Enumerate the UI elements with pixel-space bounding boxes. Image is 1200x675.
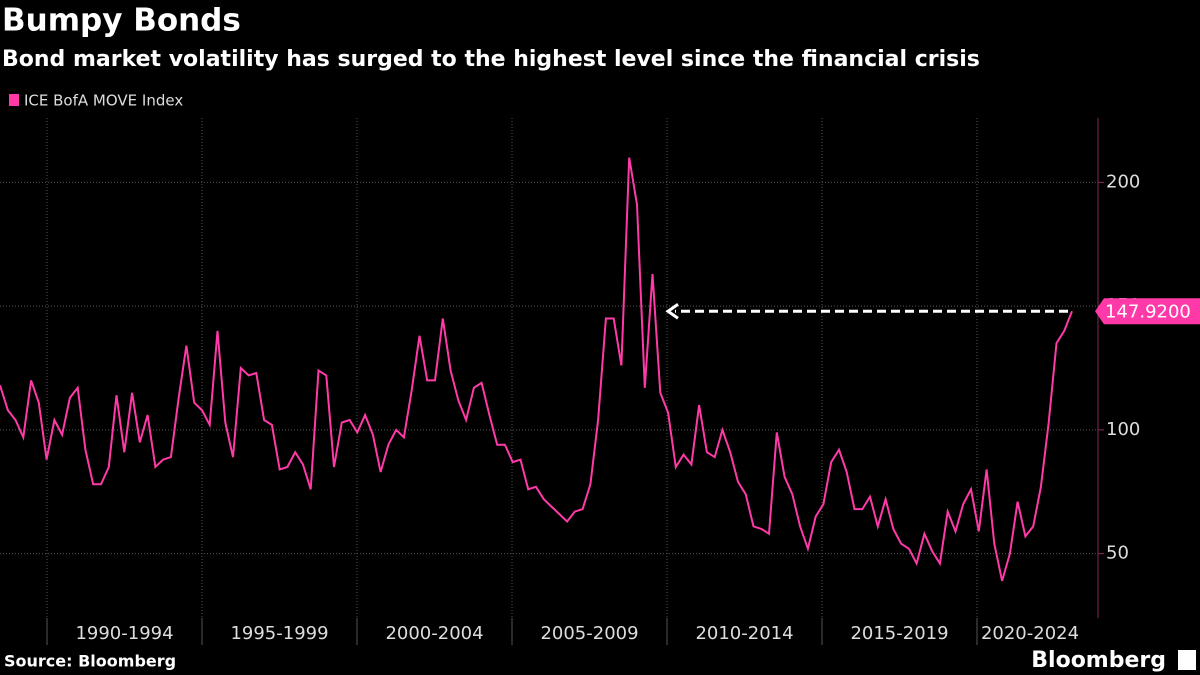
legend-swatch: [9, 94, 19, 106]
series-line: [0, 157, 1073, 582]
legend-label: ICE BofA MOVE Index: [24, 92, 183, 110]
x-tick-label: 2010-2014: [695, 623, 793, 644]
x-tick-label: 1995-1999: [230, 623, 328, 644]
annotation-arrowhead: [665, 303, 679, 320]
chart-subtitle: Bond market volatility has surged to the…: [2, 47, 980, 72]
y-tick-label: 50: [1106, 543, 1129, 564]
brand-icon: [1178, 650, 1196, 670]
x-tick-label: 2000-2004: [385, 623, 483, 644]
y-tick-label: 200: [1106, 171, 1140, 192]
value-tag: [1095, 298, 1200, 325]
value-label: 147.9200: [1105, 301, 1191, 322]
source: Source: Bloomberg: [4, 652, 176, 671]
x-tick-label: 2005-2009: [540, 623, 638, 644]
x-tick-label: 1990-1994: [75, 623, 173, 644]
x-tick-label: 2020-2024: [981, 623, 1079, 644]
chart-title: Bumpy Bonds: [2, 3, 241, 39]
x-tick-label: 2015-2019: [850, 623, 948, 644]
y-tick-label: 100: [1106, 419, 1140, 440]
brand: Bloomberg: [1031, 648, 1166, 673]
